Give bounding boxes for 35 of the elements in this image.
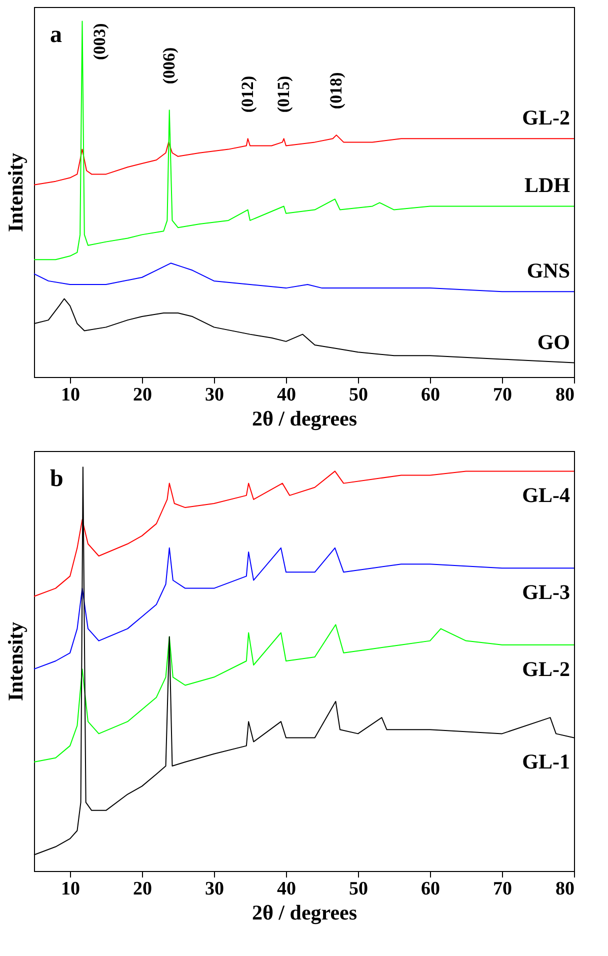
x-tick-label: 60 (421, 878, 440, 900)
annotation: (003) (90, 23, 110, 60)
x-tick-label: 20 (133, 878, 152, 900)
x-tick-label: 50 (349, 384, 368, 406)
x-tick-label: 70 (493, 878, 512, 900)
x-tick-label: 70 (493, 384, 512, 406)
x-tick-label: 60 (421, 384, 440, 406)
x-tick-label: 20 (133, 384, 152, 406)
series-label: GL-4 (522, 483, 570, 508)
annotation: a (50, 22, 62, 48)
series-label: GL-2 (522, 106, 570, 130)
x-axis-title: 2θ / degrees (252, 406, 358, 430)
series-label: GL-3 (522, 580, 570, 604)
series-label: GNS (526, 258, 570, 283)
y-axis-title: Intensity (4, 621, 28, 702)
y-axis-title: Intensity (4, 152, 28, 232)
annotation: (006) (159, 47, 178, 84)
x-tick-label: 40 (277, 384, 296, 406)
series-label: GL-1 (522, 750, 570, 774)
annotation: (018) (326, 72, 346, 110)
annotation: (012) (238, 76, 257, 113)
series-label: GO (537, 330, 570, 354)
x-tick-label: 10 (61, 878, 80, 900)
x-tick-label: 30 (205, 878, 224, 900)
x-tick-label: 10 (61, 384, 80, 406)
series-label: GL-2 (522, 656, 570, 681)
annotation: (015) (274, 76, 293, 113)
x-tick-label: 50 (349, 878, 368, 900)
x-axis-title: 2θ / degrees (252, 900, 358, 924)
x-tick-label: 40 (277, 878, 296, 900)
series-label: LDH (524, 173, 570, 198)
x-tick-label: 30 (205, 384, 224, 406)
x-tick-label: 80 (556, 384, 574, 406)
annotation: b (50, 466, 64, 492)
x-tick-label: 80 (556, 878, 574, 900)
